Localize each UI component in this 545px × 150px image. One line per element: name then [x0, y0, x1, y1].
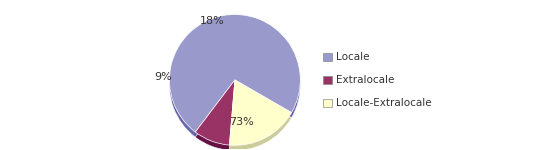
Text: Locale-Extralocale: Locale-Extralocale: [336, 98, 432, 108]
Text: 18%: 18%: [199, 16, 225, 26]
Wedge shape: [169, 20, 300, 137]
Wedge shape: [229, 85, 292, 150]
FancyBboxPatch shape: [323, 53, 332, 61]
Text: Extralocale: Extralocale: [336, 75, 395, 85]
FancyBboxPatch shape: [323, 76, 332, 84]
Text: 73%: 73%: [229, 117, 254, 128]
Wedge shape: [195, 85, 235, 150]
Wedge shape: [195, 80, 235, 145]
Text: 9%: 9%: [154, 72, 172, 82]
Wedge shape: [229, 80, 292, 145]
Wedge shape: [169, 15, 300, 132]
FancyBboxPatch shape: [323, 99, 332, 107]
Text: Locale: Locale: [336, 52, 370, 62]
